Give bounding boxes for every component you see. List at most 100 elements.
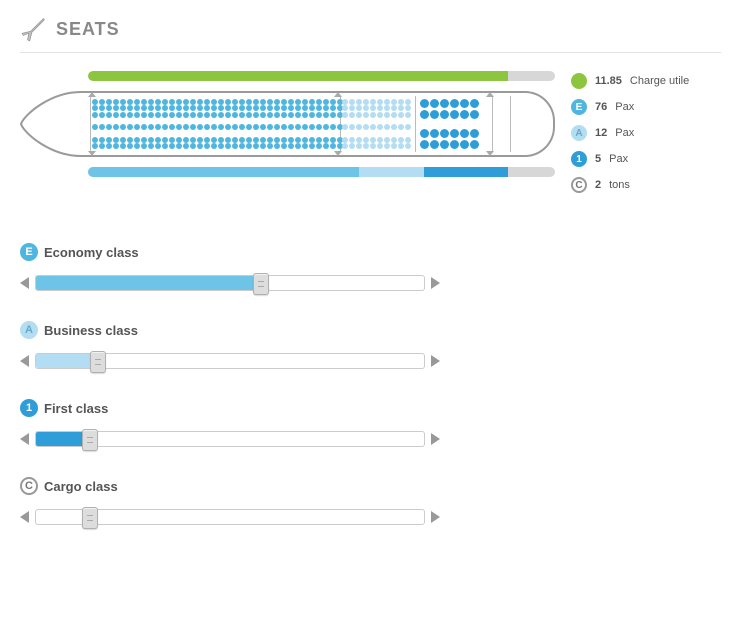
seat[interactable]	[92, 143, 98, 149]
seat[interactable]	[420, 99, 429, 108]
seat[interactable]	[197, 105, 203, 111]
seat[interactable]	[377, 143, 383, 149]
seat[interactable]	[225, 124, 231, 130]
seat[interactable]	[377, 112, 383, 118]
seat[interactable]	[302, 143, 308, 149]
seat[interactable]	[190, 124, 196, 130]
seat[interactable]	[391, 112, 397, 118]
seat[interactable]	[162, 105, 168, 111]
seat[interactable]	[106, 143, 112, 149]
seat[interactable]	[260, 105, 266, 111]
seat[interactable]	[330, 112, 336, 118]
seat[interactable]	[148, 137, 154, 143]
seat[interactable]	[440, 140, 449, 149]
seat[interactable]	[323, 124, 329, 130]
seat[interactable]	[99, 99, 105, 105]
seat[interactable]	[169, 137, 175, 143]
seat[interactable]	[148, 112, 154, 118]
seat[interactable]	[239, 124, 245, 130]
seat[interactable]	[127, 99, 133, 105]
seat[interactable]	[232, 112, 238, 118]
seat[interactable]	[106, 124, 112, 130]
seat[interactable]	[430, 129, 439, 138]
seat[interactable]	[120, 137, 126, 143]
seat[interactable]	[295, 137, 301, 143]
seat[interactable]	[176, 124, 182, 130]
seat[interactable]	[281, 105, 287, 111]
seat[interactable]	[162, 143, 168, 149]
seat[interactable]	[246, 137, 252, 143]
seat[interactable]	[316, 137, 322, 143]
seat[interactable]	[450, 99, 459, 108]
seat[interactable]	[309, 143, 315, 149]
increment-button[interactable]	[431, 433, 440, 445]
seat[interactable]	[288, 143, 294, 149]
seat[interactable]	[398, 112, 404, 118]
seat[interactable]	[134, 112, 140, 118]
seat[interactable]	[204, 143, 210, 149]
seat[interactable]	[274, 143, 280, 149]
seat[interactable]	[450, 129, 459, 138]
seat[interactable]	[99, 137, 105, 143]
seat[interactable]	[225, 143, 231, 149]
seat[interactable]	[176, 112, 182, 118]
seat[interactable]	[430, 99, 439, 108]
seat[interactable]	[370, 124, 376, 130]
seat[interactable]	[120, 143, 126, 149]
seat[interactable]	[253, 137, 259, 143]
seat[interactable]	[370, 143, 376, 149]
seat[interactable]	[218, 105, 224, 111]
seat[interactable]	[405, 143, 411, 149]
seat[interactable]	[363, 124, 369, 130]
seat[interactable]	[190, 143, 196, 149]
seat[interactable]	[225, 99, 231, 105]
seat[interactable]	[342, 99, 348, 105]
seat[interactable]	[267, 137, 273, 143]
seat[interactable]	[155, 105, 161, 111]
slider-thumb[interactable]	[82, 429, 98, 451]
seat[interactable]	[460, 110, 469, 119]
seat[interactable]	[218, 124, 224, 130]
seat[interactable]	[253, 143, 259, 149]
seat[interactable]	[384, 112, 390, 118]
seat[interactable]	[405, 137, 411, 143]
seat[interactable]	[274, 105, 280, 111]
seat[interactable]	[155, 99, 161, 105]
seat[interactable]	[113, 143, 119, 149]
seat[interactable]	[225, 105, 231, 111]
seat[interactable]	[232, 137, 238, 143]
seat[interactable]	[127, 105, 133, 111]
seat[interactable]	[302, 112, 308, 118]
seat[interactable]	[430, 140, 439, 149]
seat[interactable]	[295, 112, 301, 118]
seat[interactable]	[309, 105, 315, 111]
seat[interactable]	[169, 105, 175, 111]
seat[interactable]	[281, 99, 287, 105]
seat[interactable]	[349, 105, 355, 111]
seat[interactable]	[470, 110, 479, 119]
seat[interactable]	[330, 143, 336, 149]
seat[interactable]	[176, 137, 182, 143]
seat[interactable]	[356, 124, 362, 130]
seat[interactable]	[377, 99, 383, 105]
seat[interactable]	[134, 105, 140, 111]
seat[interactable]	[246, 112, 252, 118]
seat[interactable]	[349, 143, 355, 149]
seat[interactable]	[398, 143, 404, 149]
seat[interactable]	[440, 129, 449, 138]
seat[interactable]	[384, 99, 390, 105]
seat[interactable]	[450, 110, 459, 119]
seat[interactable]	[342, 105, 348, 111]
decrement-button[interactable]	[20, 355, 29, 367]
seat[interactable]	[309, 99, 315, 105]
seat[interactable]	[148, 143, 154, 149]
seat[interactable]	[316, 99, 322, 105]
seat[interactable]	[92, 112, 98, 118]
seat[interactable]	[377, 105, 383, 111]
seat[interactable]	[232, 105, 238, 111]
seat[interactable]	[183, 124, 189, 130]
seat[interactable]	[323, 143, 329, 149]
seat[interactable]	[342, 112, 348, 118]
seat[interactable]	[141, 137, 147, 143]
seat[interactable]	[225, 112, 231, 118]
